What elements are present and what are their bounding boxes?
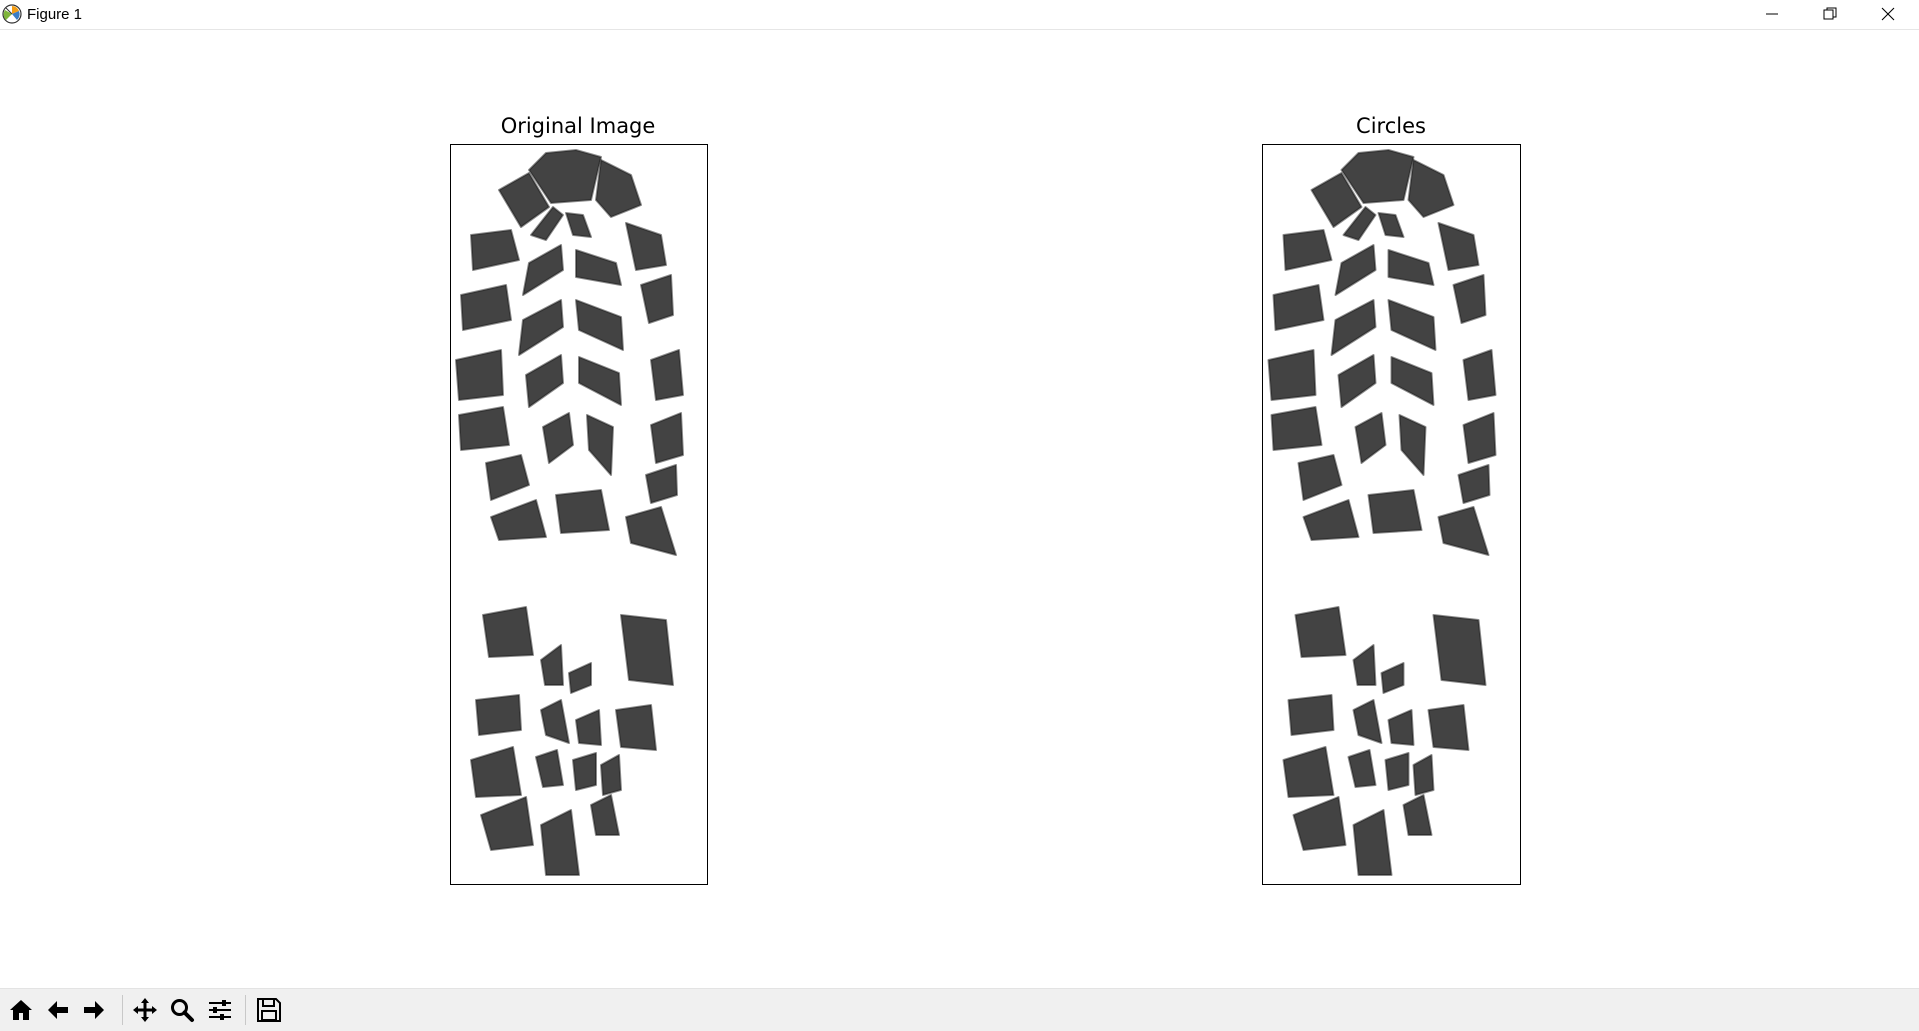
- forward-icon: [84, 1001, 104, 1019]
- axes-circles-image[interactable]: [1262, 144, 1521, 885]
- window-title: Figure 1: [27, 6, 83, 23]
- back-icon: [48, 1001, 68, 1019]
- window-titlebar: Figure 1: [0, 0, 1919, 30]
- zoom-button[interactable]: [165, 993, 199, 1027]
- configure-subplots-icon: [209, 1000, 231, 1020]
- zoom-icon: [171, 999, 194, 1022]
- close-icon: [1881, 7, 1895, 21]
- restore-button[interactable]: [1801, 0, 1859, 29]
- pan-button[interactable]: [128, 993, 162, 1027]
- configure-subplots-button[interactable]: [203, 993, 237, 1027]
- shoe-sole-image: [455, 149, 684, 876]
- shoe-sole-image: [1267, 149, 1497, 876]
- toolbar-separator: [245, 995, 246, 1025]
- home-icon: [10, 1000, 32, 1020]
- restore-icon: [1823, 7, 1837, 20]
- axes-title-original: Original Image: [500, 114, 656, 138]
- matplotlib-logo-icon: [2, 4, 22, 24]
- minimize-icon: [1766, 13, 1778, 15]
- close-button[interactable]: [1859, 0, 1917, 29]
- forward-button[interactable]: [77, 993, 111, 1027]
- figure-canvas[interactable]: Original Image Circles: [0, 30, 1919, 988]
- axes-original-image[interactable]: [450, 144, 708, 885]
- minimize-button[interactable]: [1743, 0, 1801, 29]
- home-button[interactable]: [4, 993, 38, 1027]
- pan-icon: [133, 998, 157, 1022]
- navigation-toolbar: [0, 988, 1919, 1031]
- toolbar-separator: [122, 995, 123, 1025]
- axes-title-circles: Circles: [1356, 114, 1426, 138]
- save-button[interactable]: [252, 993, 286, 1027]
- save-icon: [257, 998, 281, 1022]
- back-button[interactable]: [41, 993, 75, 1027]
